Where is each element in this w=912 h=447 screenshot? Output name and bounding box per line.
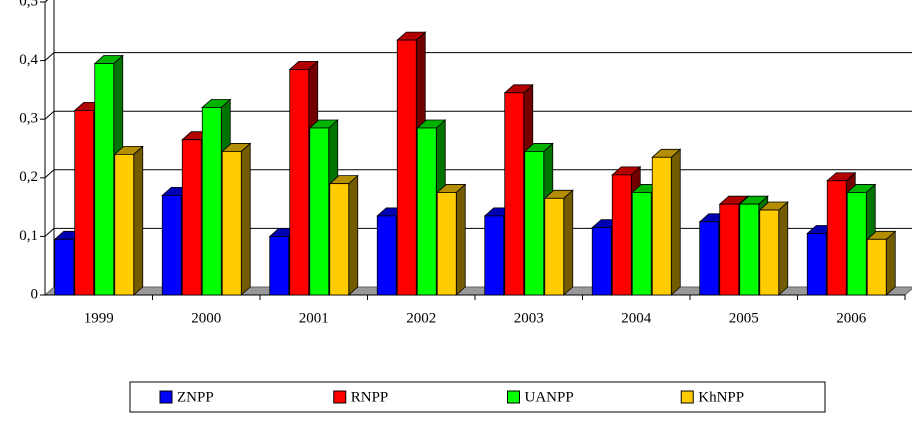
bar — [699, 221, 720, 296]
x-tick-label: 2004 — [621, 310, 652, 326]
grid-line-side — [44, 169, 55, 179]
bar — [544, 197, 565, 296]
bar — [269, 235, 290, 296]
bar — [181, 139, 202, 296]
bar-side — [455, 183, 466, 296]
bar-side — [133, 145, 144, 296]
legend-label: ZNPP — [177, 389, 214, 405]
bar-side — [563, 189, 574, 296]
back-top — [44, 0, 49, 3]
y-tick-label: 0,4 — [19, 52, 38, 68]
bar — [866, 238, 887, 296]
bar — [289, 68, 310, 296]
bar — [651, 156, 672, 296]
bar — [826, 180, 847, 296]
bar — [524, 151, 545, 296]
legend-swatch — [159, 390, 173, 404]
bar — [54, 238, 75, 296]
legend-label: KhNPP — [698, 389, 744, 405]
legend-swatch — [333, 390, 347, 404]
grid-line-side — [44, 52, 55, 61]
legend-label: RNPP — [351, 389, 389, 405]
bar — [806, 233, 827, 296]
bar — [221, 151, 242, 296]
bar — [416, 127, 437, 296]
y-tick-label: 0,1 — [19, 228, 38, 244]
bar-side — [348, 174, 359, 296]
x-tick-label: 2006 — [836, 310, 867, 326]
bar-side — [778, 201, 789, 296]
bar — [376, 215, 397, 296]
y-tick-label: 0,2 — [19, 169, 38, 185]
bar — [201, 107, 222, 296]
bar — [504, 92, 525, 296]
bar — [739, 203, 760, 296]
bar — [74, 110, 95, 296]
x-tick-label: 2001 — [299, 310, 329, 326]
bar — [329, 183, 350, 296]
y-tick-label: 0 — [31, 286, 39, 302]
bar — [631, 192, 652, 296]
y-tick-label: 0,5 — [19, 0, 38, 9]
y-tick-label: 0,3 — [19, 111, 38, 127]
bar — [846, 192, 867, 296]
bar — [436, 192, 457, 296]
bar — [309, 127, 330, 296]
bar — [161, 194, 182, 296]
bar — [484, 215, 505, 296]
legend-swatch — [507, 390, 520, 404]
x-tick-label: 2003 — [514, 310, 544, 326]
bar — [396, 39, 417, 296]
bar-side — [670, 148, 681, 296]
bar — [94, 63, 115, 296]
bar — [114, 153, 135, 296]
x-tick-label: 2002 — [406, 310, 436, 326]
bar-side — [240, 142, 251, 296]
x-tick-label: 2005 — [729, 310, 759, 326]
x-tick-label: 2000 — [191, 310, 221, 326]
bar — [759, 209, 780, 296]
bar-side — [885, 230, 896, 296]
legend-label: UANPP — [525, 389, 574, 405]
x-tick-label: 1999 — [84, 310, 114, 326]
grid-line-side — [44, 110, 55, 120]
bar — [611, 174, 632, 296]
bar — [719, 203, 740, 296]
grid-line-side — [44, 228, 55, 237]
legend — [129, 381, 826, 413]
legend-swatch — [680, 390, 694, 404]
bar — [591, 227, 612, 296]
